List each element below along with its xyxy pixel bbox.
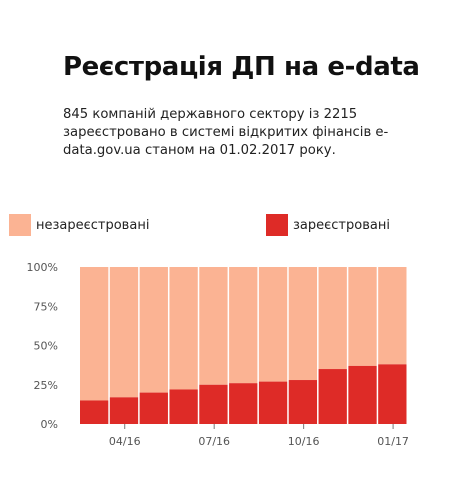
y-tick-label: 50% [34,340,58,353]
bar-registered [348,365,377,424]
y-tick-label: 75% [34,300,58,313]
x-axis: 04/16 07/16 10/16 01/17 [109,424,409,448]
legend-swatch-registered [266,214,288,236]
bar-registered [378,364,407,424]
y-tick-label: 0% [41,418,58,431]
bar-registered [109,397,139,424]
y-axis: 0% 25% 50% 75% 100% [27,261,58,431]
x-tick-label: 10/16 [288,435,320,448]
bar-unregistered [318,267,347,370]
legend-label-registered: зареєстровані [293,217,390,233]
bar-unregistered [258,267,288,382]
bar-unregistered [169,267,198,390]
legend-label-unregistered: незареєстровані [36,217,150,233]
chart-subtitle: 845 компаній державного сектору із 2215 … [63,107,389,158]
bar-unregistered [199,267,228,385]
x-tick-label: 07/16 [198,435,230,448]
stacked-bar-chart: 0% 25% 50% 75% 100% 04/16 07/16 10/16 01/17 [27,261,409,448]
x-tick-label: 04/16 [109,435,141,448]
bar-unregistered [348,267,377,366]
bar-registered [199,384,228,424]
chart-title: Реєстрація ДП на e-data [63,52,420,82]
legend-item-unregistered: незареєстровані [9,214,149,236]
bar-registered [258,381,288,424]
bar-unregistered [80,267,109,401]
bar-registered [80,400,109,424]
bar-registered [318,369,347,424]
legend-swatch-unregistered [9,214,31,236]
bar-unregistered [139,267,168,393]
bar-unregistered [109,267,139,398]
y-tick-label: 100% [27,261,58,274]
legend-item-registered: зареєстровані [266,214,390,236]
bar-registered [229,383,258,424]
y-tick-label: 25% [34,379,58,392]
bar-registered [288,380,318,424]
x-tick-label: 01/17 [377,435,409,448]
bars [80,267,407,424]
bar-unregistered [288,267,318,381]
bar-registered [169,389,198,424]
bar-unregistered [378,267,407,365]
bar-registered [139,392,168,424]
bar-unregistered [229,267,258,384]
